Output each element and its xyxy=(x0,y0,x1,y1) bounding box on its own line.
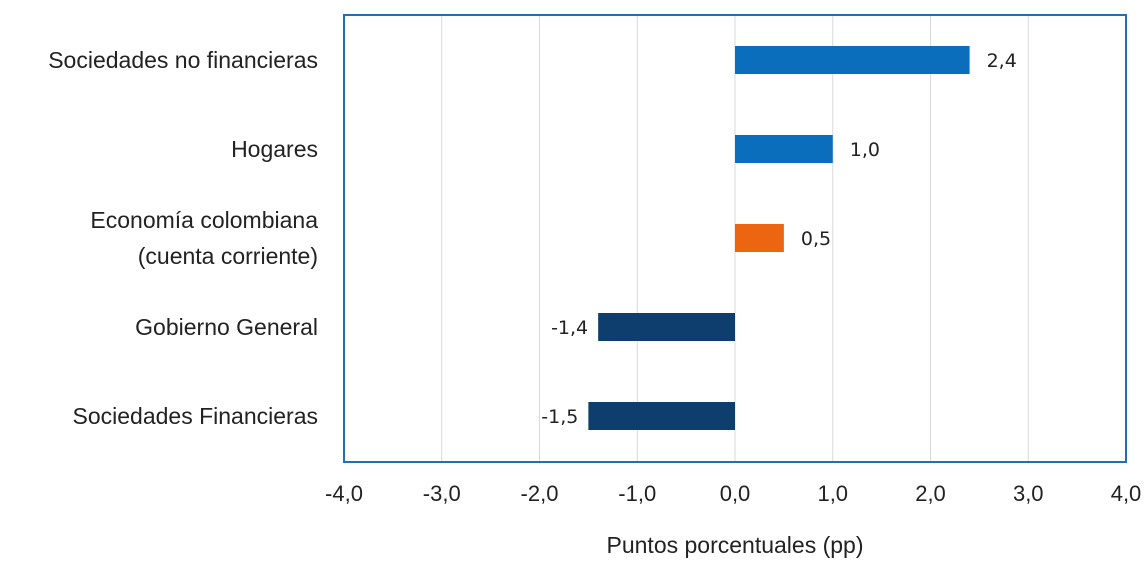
category-label: Gobierno General xyxy=(135,314,318,340)
bar xyxy=(598,313,735,341)
category-label: Sociedades Financieras xyxy=(73,403,318,429)
data-label: -1,4 xyxy=(551,317,588,339)
category-labels: Sociedades no financieras Hogares Economía… xyxy=(48,47,318,429)
x-tick-label: -1,0 xyxy=(618,481,656,506)
x-tick-label: 4,0 xyxy=(1111,481,1142,506)
x-tick-label: 0,0 xyxy=(720,481,751,506)
x-tick-label: -2,0 xyxy=(521,481,559,506)
data-label: 0,5 xyxy=(801,228,831,250)
x-tick-label: -4,0 xyxy=(325,481,363,506)
bar xyxy=(735,224,784,252)
category-label: Hogares xyxy=(231,136,318,162)
bars xyxy=(588,46,970,430)
gridlines xyxy=(441,15,1029,462)
data-label: -1,5 xyxy=(541,406,578,428)
bar xyxy=(588,402,735,430)
bar xyxy=(735,135,833,163)
x-axis-title: Puntos porcentuales (pp) xyxy=(607,532,864,558)
x-tick-labels: -4,0 -3,0 -2,0 -1,0 0,0 1,0 2,0 3,0 4,0 xyxy=(325,481,1141,506)
x-tick-label: 3,0 xyxy=(1013,481,1044,506)
plot-frame xyxy=(343,14,1127,463)
bar xyxy=(735,46,970,74)
category-label: Economía colombiana (cuenta corriente) xyxy=(90,207,318,269)
data-label: 2,4 xyxy=(987,50,1017,72)
data-label: 1,0 xyxy=(850,139,880,161)
x-tick-label: 1,0 xyxy=(817,481,848,506)
x-tick-label: 2,0 xyxy=(915,481,946,506)
category-label: Sociedades no financieras xyxy=(48,47,318,73)
x-tick-label: -3,0 xyxy=(423,481,461,506)
data-labels: 2,4 1,0 0,5 -1,4 -1,5 xyxy=(541,50,1017,428)
